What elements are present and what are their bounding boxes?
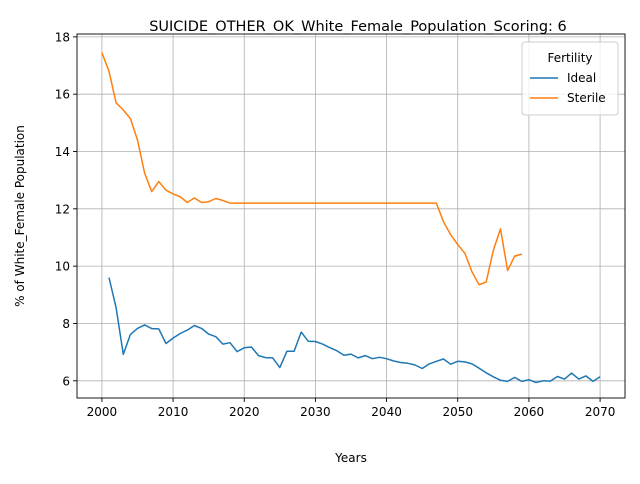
x-tick-label: 2070: [585, 405, 616, 419]
legend-items: Ideal Sterile: [530, 71, 606, 105]
x-tick-label: 2000: [87, 405, 118, 419]
legend-box: [521, 41, 619, 116]
y-tick-label: 16: [55, 88, 70, 102]
y-tick-label: 14: [55, 145, 70, 159]
x-tick-label: 2040: [371, 405, 402, 419]
y-tick-label: 10: [55, 260, 70, 274]
legend: Fertility Ideal Sterile: [521, 41, 619, 116]
series-lines: [101, 52, 601, 384]
x-tick-label: 2060: [514, 405, 545, 419]
series-line-ideal: [108, 277, 601, 384]
legend-label-sterile: Sterile: [567, 91, 606, 105]
y-tick-label: 18: [55, 30, 70, 44]
y-tick-label: 6: [62, 374, 70, 388]
y-tick-label: 12: [55, 202, 70, 216]
x-tick-label: 2030: [300, 405, 331, 419]
plot-frame: [76, 33, 626, 399]
x-tick-label: 2010: [158, 405, 189, 419]
x-tick-label: 2020: [229, 405, 260, 419]
legend-label-ideal: Ideal: [567, 71, 596, 85]
chart-title: SUICIDE_OTHER_OK_White_Female_Population…: [149, 19, 567, 35]
x-tick-label: 2050: [442, 405, 473, 419]
legend-title: Fertility: [547, 51, 592, 65]
series-line-sterile: [101, 52, 523, 286]
axis-ticks: 2000 2010 2020 2030 2040 2050 2060 2070 6 8 10 12 14…: [55, 30, 616, 419]
y-axis-label: % of White_Female Population: [13, 125, 27, 307]
y-tick-label: 8: [62, 317, 70, 331]
x-axis-label: Years: [334, 451, 367, 465]
